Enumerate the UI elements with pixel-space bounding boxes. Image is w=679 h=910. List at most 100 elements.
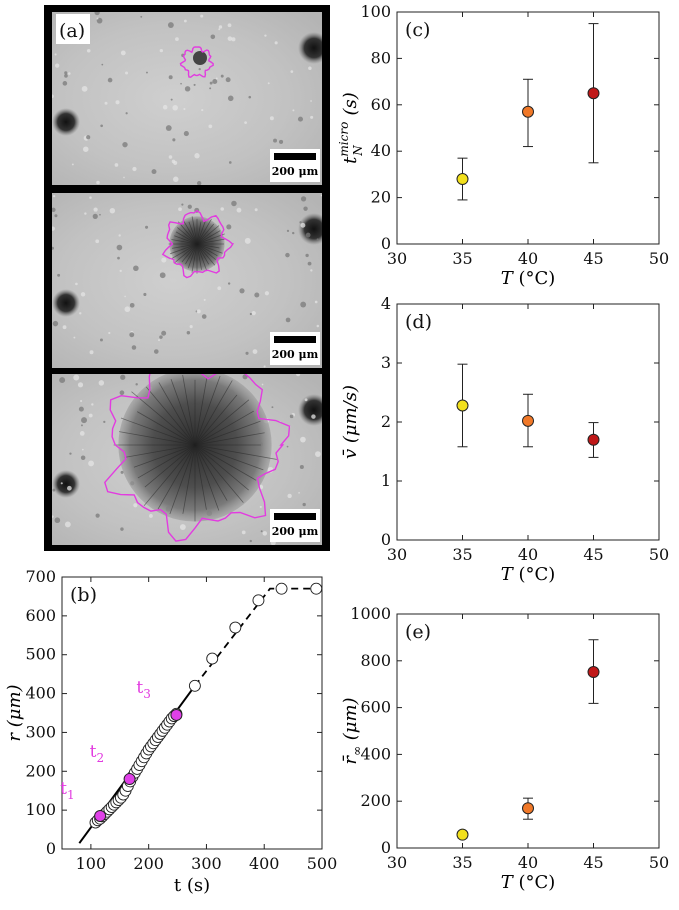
speckle <box>145 71 148 74</box>
colony-branch <box>196 220 206 245</box>
data-point <box>522 802 534 815</box>
x-tick-label: 30 <box>387 249 407 268</box>
x-tick-label: 500 <box>307 854 338 873</box>
speckle <box>228 161 232 164</box>
y-tick-label: 100 <box>360 2 391 21</box>
speckle <box>181 203 184 206</box>
speckle <box>57 273 61 277</box>
speckle <box>79 431 85 436</box>
data-point <box>456 173 469 186</box>
speckle <box>119 269 122 273</box>
colony-branch <box>137 444 196 479</box>
colony-branch <box>145 386 196 446</box>
speckle <box>122 141 128 148</box>
speckle <box>54 517 61 524</box>
speckle <box>264 34 267 37</box>
y-tick-label: 0 <box>381 838 391 857</box>
colony-branch <box>182 374 196 446</box>
speckle <box>159 48 163 53</box>
x-tick-label: 35 <box>452 853 472 872</box>
data-point <box>188 679 201 692</box>
speckle <box>227 23 232 28</box>
speckle <box>120 470 124 474</box>
speckle <box>82 448 84 451</box>
panel-label: (b) <box>70 584 97 606</box>
speckle <box>98 380 105 386</box>
data-point <box>252 594 265 607</box>
speckle <box>260 530 263 533</box>
x-tick-label: 50 <box>649 249 669 268</box>
y-tick-label: 2 <box>381 412 391 431</box>
speckle <box>171 159 176 164</box>
speckle <box>300 436 306 443</box>
speckle <box>59 377 66 384</box>
speckle <box>148 514 153 518</box>
speckle <box>64 74 68 78</box>
speckle <box>80 292 86 297</box>
speckle <box>292 231 295 235</box>
chart-c: 30 35 40 45 50 0 20 40 60 80 100 (c) T (°C) tmicroN (… <box>337 2 669 289</box>
speckle <box>77 382 84 388</box>
speckle <box>55 63 60 68</box>
speckle <box>290 70 294 73</box>
speckle <box>62 81 68 86</box>
colony-branch <box>196 243 216 266</box>
speckle <box>180 82 182 85</box>
x-tick-label: 35 <box>452 249 472 268</box>
data-point <box>587 666 600 679</box>
speckle <box>179 524 186 531</box>
colony-branch <box>131 391 196 446</box>
colony-branch <box>196 243 216 261</box>
speckle <box>311 414 316 419</box>
colony-branch <box>196 225 220 245</box>
speckle <box>123 176 125 179</box>
speckle <box>120 50 126 56</box>
colony-branch <box>196 233 225 245</box>
fit-line-dashed <box>194 587 320 687</box>
speckle <box>119 390 125 396</box>
colony-branch <box>196 243 220 249</box>
speckle <box>196 309 201 314</box>
speckle <box>69 452 72 455</box>
colony-branch <box>194 444 220 511</box>
y-axis-title: r̄∞ (μm) <box>340 697 364 764</box>
speckle <box>95 513 100 518</box>
y-tick-label: 800 <box>360 651 391 670</box>
speckle <box>129 302 135 308</box>
speckle <box>226 224 232 230</box>
speckle <box>89 196 92 199</box>
speckle <box>75 282 78 286</box>
speckle <box>84 212 87 215</box>
speckle <box>289 414 294 419</box>
y-tick-label: 40 <box>371 141 391 160</box>
data-point <box>310 582 323 595</box>
speckle <box>187 204 192 209</box>
scale-bar <box>274 336 316 343</box>
speckle <box>81 424 83 427</box>
speckle <box>52 194 56 198</box>
speckle <box>264 291 270 296</box>
speckle <box>286 229 290 233</box>
colony-body <box>193 51 207 65</box>
speckle <box>239 288 245 294</box>
y-axis-title: r (μm) <box>4 684 25 741</box>
chart-d: 30 35 40 45 50 0 1 2 3 4 (d) T (°C) v̄ (μm/s) <box>340 294 669 585</box>
scale-bar-label: 200 μm <box>272 525 319 538</box>
speckle <box>124 295 126 298</box>
speckle <box>227 282 231 285</box>
speckle <box>209 87 212 90</box>
speckle <box>54 53 57 56</box>
speckle <box>308 66 312 70</box>
speckle <box>231 200 237 207</box>
x-tick-label: 300 <box>191 854 222 873</box>
speckle <box>178 207 182 212</box>
highlight-point <box>123 773 136 786</box>
x-tick-label: 30 <box>387 853 407 872</box>
panel-label: (e) <box>405 621 431 643</box>
scale-bar-label: 200 μm <box>272 165 319 178</box>
speckle <box>300 196 307 202</box>
speckle <box>218 28 221 31</box>
colony-branch <box>196 243 207 271</box>
data-point <box>522 414 534 427</box>
highlight-point <box>94 809 107 822</box>
